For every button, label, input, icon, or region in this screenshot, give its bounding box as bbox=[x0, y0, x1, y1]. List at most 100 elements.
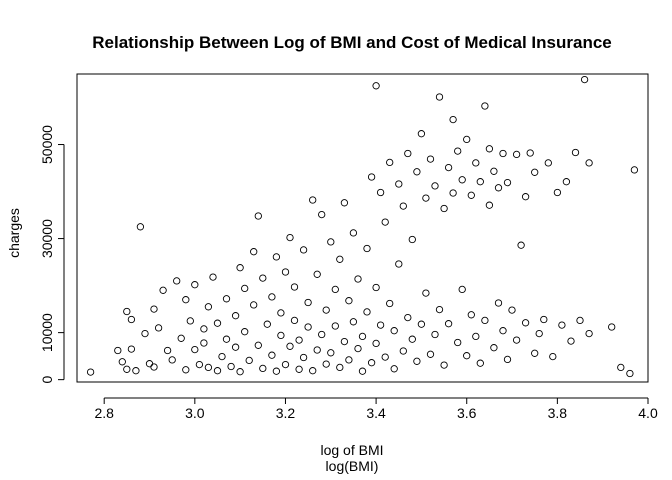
data-point bbox=[281, 268, 290, 276]
data-point bbox=[354, 344, 362, 353]
x-tick-label: 2.8 bbox=[94, 405, 114, 421]
data-point bbox=[191, 345, 199, 354]
data-point bbox=[531, 168, 539, 176]
data-point bbox=[422, 289, 430, 297]
data-point bbox=[503, 355, 512, 364]
data-point bbox=[204, 303, 213, 311]
data-point bbox=[349, 229, 358, 237]
data-point bbox=[431, 330, 439, 339]
data-point bbox=[562, 178, 571, 186]
data-point bbox=[304, 323, 312, 331]
data-point bbox=[467, 311, 475, 319]
data-point bbox=[277, 309, 285, 317]
data-point bbox=[458, 285, 466, 294]
data-point bbox=[286, 233, 294, 242]
data-point bbox=[331, 322, 339, 330]
data-point bbox=[268, 293, 276, 301]
data-point bbox=[309, 367, 317, 375]
data-point bbox=[358, 367, 367, 375]
data-point bbox=[381, 218, 389, 226]
data-point bbox=[399, 202, 407, 210]
y-tick-label: 10000 bbox=[39, 313, 55, 352]
data-point bbox=[444, 163, 453, 172]
data-point bbox=[163, 346, 172, 355]
data-point bbox=[626, 369, 634, 378]
data-point bbox=[544, 159, 552, 167]
data-point bbox=[381, 353, 389, 361]
chart-title: Relationship Between Log of BMI and Cost… bbox=[92, 33, 612, 52]
data-point bbox=[404, 313, 412, 322]
data-point bbox=[114, 346, 122, 355]
data-point bbox=[630, 166, 639, 174]
data-point bbox=[299, 353, 308, 362]
data-point bbox=[549, 352, 557, 361]
data-point bbox=[322, 360, 330, 368]
data-point bbox=[376, 188, 385, 197]
data-point bbox=[127, 345, 136, 353]
data-point bbox=[521, 193, 530, 201]
data-point bbox=[281, 360, 290, 369]
x-axis-sublabel: log(BMI) bbox=[326, 458, 379, 474]
data-point bbox=[259, 274, 267, 282]
data-point bbox=[413, 168, 421, 176]
data-point bbox=[304, 298, 312, 307]
data-point bbox=[277, 331, 285, 340]
x-tick-label: 3.2 bbox=[276, 405, 296, 421]
data-point bbox=[494, 184, 503, 192]
data-point bbox=[159, 286, 167, 294]
data-point bbox=[476, 178, 484, 186]
data-point bbox=[435, 93, 444, 101]
data-point bbox=[272, 253, 281, 261]
data-point bbox=[526, 149, 534, 157]
data-point bbox=[458, 176, 466, 184]
data-point bbox=[336, 363, 344, 372]
data-point bbox=[372, 82, 380, 90]
data-point bbox=[299, 246, 308, 254]
data-points bbox=[86, 75, 639, 378]
data-point bbox=[476, 359, 484, 367]
data-point bbox=[132, 367, 140, 375]
data-point bbox=[286, 342, 294, 350]
y-tick-label: 50000 bbox=[39, 125, 55, 164]
data-point bbox=[313, 270, 321, 278]
data-point bbox=[318, 330, 326, 339]
data-point bbox=[449, 189, 457, 197]
data-point bbox=[467, 191, 475, 199]
data-point bbox=[472, 332, 480, 341]
data-point bbox=[154, 324, 163, 332]
data-point bbox=[535, 329, 543, 338]
data-point bbox=[376, 321, 385, 329]
data-point bbox=[608, 323, 616, 331]
data-point bbox=[127, 315, 136, 324]
data-point bbox=[540, 315, 548, 324]
data-point bbox=[367, 173, 376, 181]
data-point bbox=[440, 361, 448, 369]
data-point bbox=[200, 325, 208, 333]
data-point bbox=[327, 238, 335, 246]
x-tick-label: 3.8 bbox=[548, 405, 568, 421]
data-point bbox=[512, 150, 521, 159]
data-point bbox=[327, 349, 335, 357]
data-point bbox=[231, 343, 240, 351]
data-point bbox=[318, 210, 326, 219]
data-point bbox=[191, 281, 199, 289]
data-point bbox=[503, 178, 512, 187]
data-point bbox=[209, 273, 217, 281]
y-axis-label: charges bbox=[6, 208, 22, 258]
data-point bbox=[422, 194, 430, 202]
data-point bbox=[440, 204, 448, 213]
data-point bbox=[481, 316, 489, 325]
data-point bbox=[390, 365, 398, 373]
x-tick-label: 4.0 bbox=[638, 405, 658, 421]
data-point bbox=[245, 356, 253, 365]
data-point bbox=[408, 335, 416, 343]
data-point bbox=[322, 306, 330, 314]
data-point bbox=[490, 167, 498, 175]
data-point bbox=[340, 199, 349, 207]
data-point bbox=[182, 296, 190, 304]
data-point bbox=[145, 360, 154, 368]
data-point bbox=[313, 346, 321, 354]
data-point bbox=[213, 367, 222, 375]
data-point bbox=[182, 366, 190, 374]
data-point bbox=[558, 321, 566, 329]
